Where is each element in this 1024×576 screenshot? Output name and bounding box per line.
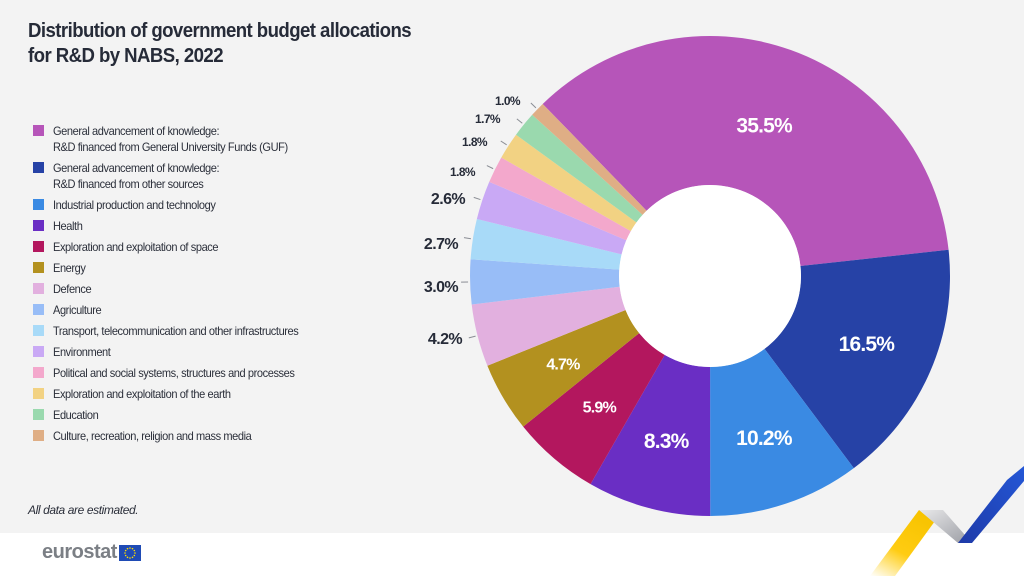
donut-slice[interactable]	[471, 286, 626, 366]
label-leader-line	[500, 140, 507, 146]
legend-label: Exploration and exploitation of the eart…	[53, 387, 231, 401]
legend-item[interactable]: General advancement of knowledge: R&D fi…	[33, 160, 363, 192]
footnote: All data are estimated.	[28, 503, 139, 517]
slice-value-label: 2.7%	[424, 236, 458, 253]
label-leader-line	[473, 196, 481, 201]
legend-label: Health	[53, 219, 83, 233]
donut-slice[interactable]	[764, 249, 950, 469]
legend-label: Education	[53, 408, 99, 422]
legend-label: Political and social systems, structures…	[53, 366, 295, 380]
legend-item[interactable]: Political and social systems, structures…	[33, 365, 363, 381]
flag-star	[134, 551, 136, 554]
flag-star	[133, 549, 136, 551]
slice-value-label: 1.7%	[475, 112, 501, 126]
legend-swatch	[33, 262, 44, 273]
legend-swatch	[33, 162, 44, 173]
legend-item[interactable]: Exploration and exploitation of the eart…	[33, 386, 363, 402]
legend-swatch	[33, 199, 44, 210]
legend-item[interactable]: Environment	[33, 344, 363, 360]
legend-item[interactable]: Industrial production and technology	[33, 197, 363, 213]
legend-item[interactable]: Energy	[33, 260, 363, 276]
legend-label: Transport, telecommunication and other i…	[53, 324, 299, 338]
legend-swatch	[33, 325, 44, 336]
legend-swatch	[33, 220, 44, 231]
label-leader-line	[463, 237, 471, 240]
donut-slice[interactable]	[470, 219, 622, 270]
legend-swatch	[33, 125, 44, 136]
donut-slice[interactable]	[470, 259, 620, 305]
slice-value-label: 1.8%	[462, 135, 488, 149]
legend-label: General advancement of knowledge: R&D fi…	[53, 124, 288, 154]
donut-slice[interactable]	[516, 114, 643, 223]
legend-swatch	[33, 304, 44, 315]
label-leader-line	[486, 165, 494, 170]
legend-item[interactable]: Agriculture	[33, 302, 363, 318]
chart-title-line-1: Distribution of government budget alloca…	[28, 20, 412, 42]
eu-flag-icon	[118, 544, 141, 561]
logo-text: eurostat	[42, 541, 117, 563]
donut-slice[interactable]	[710, 348, 854, 516]
legend-swatch	[33, 409, 44, 420]
flag-star	[124, 551, 126, 554]
label-leader-line	[468, 335, 476, 339]
donut-slice[interactable]	[476, 181, 627, 255]
donut-slice[interactable]	[501, 134, 637, 232]
flag-star	[131, 547, 134, 549]
chart-title: Distribution of government budget alloca…	[28, 19, 437, 69]
flag-star	[124, 554, 127, 556]
flag-star	[126, 556, 129, 558]
slice-value-label: 8.3%	[644, 430, 690, 453]
legend-label: Environment	[53, 345, 111, 359]
chart-title-line-2: for R&D by NABS, 2022	[28, 45, 224, 67]
flag-star	[133, 554, 136, 556]
legend-item[interactable]: Defence	[33, 281, 363, 297]
slice-value-label: 1.0%	[495, 94, 521, 108]
slice-value-label: 4.2%	[428, 331, 462, 348]
legend-item[interactable]: Transport, telecommunication and other i…	[33, 323, 363, 339]
legend-swatch	[33, 283, 44, 294]
legend-swatch	[33, 241, 44, 252]
slice-value-label: 35.5%	[736, 114, 793, 137]
legend-item[interactable]: Health	[33, 218, 363, 234]
legend-item[interactable]: Exploration and exploitation of space	[33, 239, 363, 255]
slice-value-label: 10.2%	[736, 427, 793, 450]
legend-label: Exploration and exploitation of space	[53, 240, 219, 254]
slice-value-label: 16.5%	[839, 333, 896, 356]
donut-slice[interactable]	[532, 103, 647, 215]
flag-star	[126, 547, 129, 549]
slice-value-label: 5.9%	[583, 400, 617, 417]
legend-swatch	[33, 430, 44, 441]
donut-slice[interactable]	[523, 333, 665, 485]
donut-slice[interactable]	[542, 35, 949, 267]
legend-label: Agriculture	[53, 303, 102, 317]
legend-label: Industrial production and technology	[53, 198, 216, 212]
flag-star	[124, 549, 127, 551]
flag-star	[129, 556, 131, 559]
legend: General advancement of knowledge: R&D fi…	[33, 123, 363, 449]
label-leader-line	[516, 118, 523, 124]
legend-swatch	[33, 346, 44, 357]
donut-slice[interactable]	[489, 157, 631, 241]
slice-value-label: 4.7%	[546, 356, 580, 373]
legend-item[interactable]: Culture, recreation, religion and mass m…	[33, 428, 363, 444]
donut-slice[interactable]	[487, 310, 640, 427]
flag-star	[129, 546, 131, 549]
legend-item[interactable]: General advancement of knowledge: R&D fi…	[33, 123, 363, 155]
donut-hole	[619, 185, 801, 367]
slice-value-label: 1.8%	[450, 165, 476, 179]
label-leader-line	[530, 102, 537, 109]
legend-swatch	[33, 388, 44, 399]
slice-value-label: 3.0%	[424, 279, 458, 296]
legend-label: General advancement of knowledge: R&D fi…	[53, 161, 220, 191]
legend-label: Defence	[53, 282, 92, 296]
donut-slice[interactable]	[590, 354, 711, 516]
slice-value-label: 2.6%	[431, 191, 465, 208]
legend-swatch	[33, 367, 44, 378]
eurostat-logo: eurostat	[42, 541, 141, 564]
legend-label: Culture, recreation, religion and mass m…	[53, 429, 252, 443]
flag-star	[131, 556, 134, 558]
legend-item[interactable]: Education	[33, 407, 363, 423]
legend-label: Energy	[53, 261, 86, 275]
